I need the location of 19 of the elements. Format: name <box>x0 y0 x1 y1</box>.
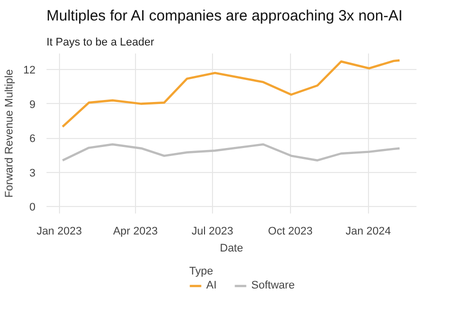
y-tick-label: 9 <box>29 98 36 111</box>
chart-subtitle: It Pays to be a Leader <box>46 36 154 48</box>
x-tick-label: Jul 2023 <box>192 226 234 238</box>
y-tick-label: 3 <box>29 167 36 180</box>
y-tick-label: 12 <box>23 64 36 76</box>
chart-title: Multiples for AI companies are approaching 3x non-AI <box>46 8 403 24</box>
legend-title: Type <box>189 266 214 278</box>
x-tick-label: Apr 2023 <box>113 226 158 238</box>
line-series <box>61 143 401 162</box>
x-tick-label: Jan 2023 <box>36 226 82 238</box>
legend-label: AI <box>206 278 218 292</box>
line-series <box>61 59 401 128</box>
x-tick-label: Jan 2024 <box>346 226 391 238</box>
legend-label: Software <box>251 278 295 292</box>
y-tick-label: 0 <box>29 202 36 214</box>
y-tick-label: 6 <box>29 133 36 146</box>
x-tick-label: Oct 2023 <box>268 226 313 238</box>
y-axis-title: Forward Revenue Multiple <box>3 69 16 198</box>
x-axis-title: Date <box>220 242 244 254</box>
